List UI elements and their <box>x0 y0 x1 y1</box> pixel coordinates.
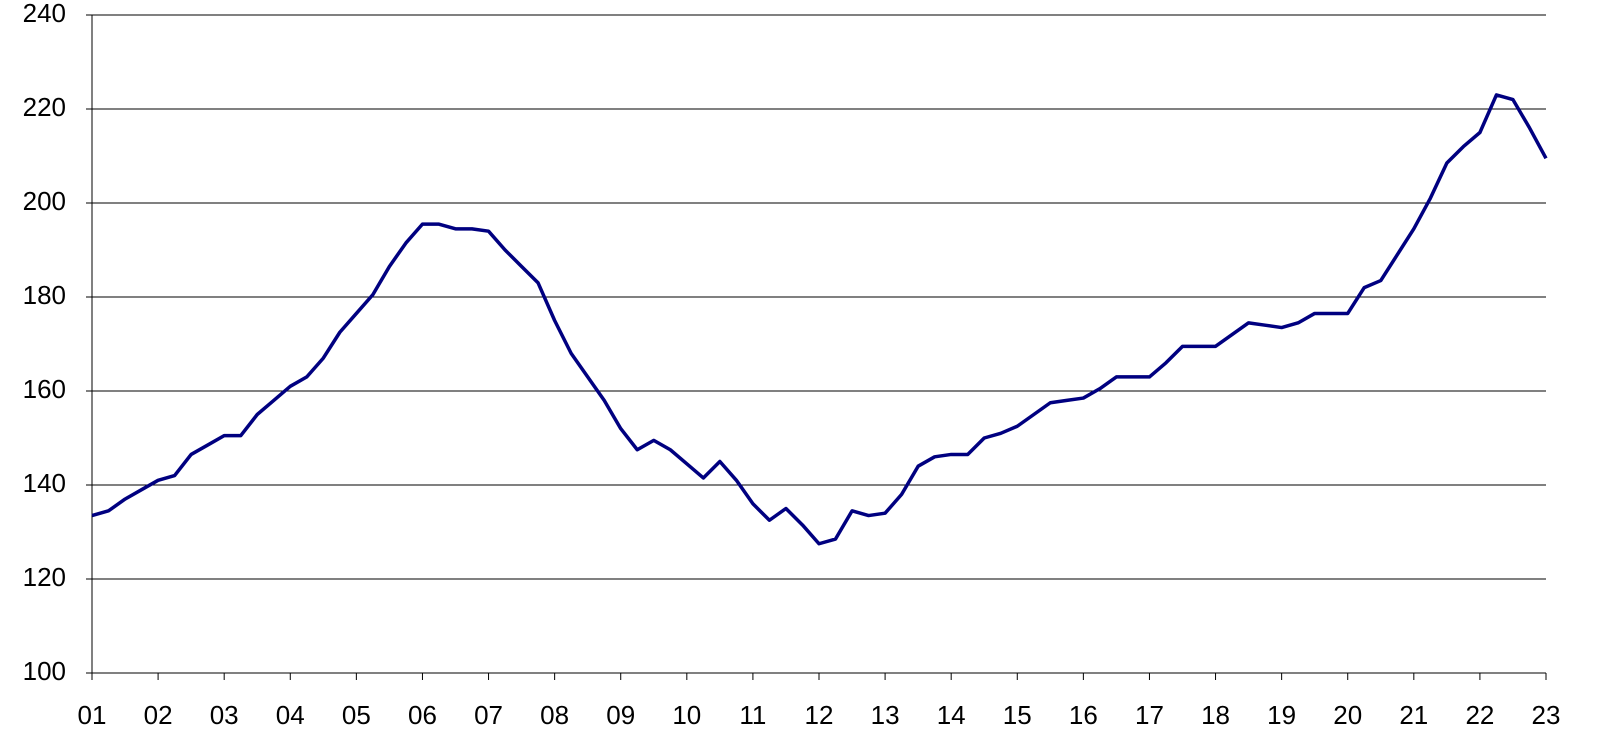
x-tick-label: 22 <box>1465 700 1494 730</box>
x-tick-label: 05 <box>342 700 371 730</box>
x-tick-label: 09 <box>606 700 635 730</box>
y-tick-label: 200 <box>23 186 66 216</box>
x-tick-label: 16 <box>1069 700 1098 730</box>
x-tick-label: 13 <box>871 700 900 730</box>
x-tick-label: 10 <box>672 700 701 730</box>
x-tick-label: 12 <box>805 700 834 730</box>
x-tick-label: 08 <box>540 700 569 730</box>
x-tick-label: 04 <box>276 700 305 730</box>
y-tick-label: 180 <box>23 280 66 310</box>
x-tick-label: 19 <box>1267 700 1296 730</box>
y-tick-label: 240 <box>23 0 66 28</box>
x-tick-label: 02 <box>144 700 173 730</box>
y-tick-label: 140 <box>23 468 66 498</box>
y-tick-label: 100 <box>23 656 66 686</box>
x-tick-label: 17 <box>1135 700 1164 730</box>
x-tick-label: 18 <box>1201 700 1230 730</box>
x-tick-label: 14 <box>937 700 966 730</box>
y-tick-label: 160 <box>23 374 66 404</box>
x-tick-label: 01 <box>78 700 107 730</box>
x-tick-label: 11 <box>739 700 766 730</box>
x-tick-label: 15 <box>1003 700 1032 730</box>
x-tick-label: 07 <box>474 700 503 730</box>
x-tick-label: 06 <box>408 700 437 730</box>
x-tick-label: 03 <box>210 700 239 730</box>
x-tick-label: 20 <box>1333 700 1362 730</box>
y-tick-label: 220 <box>23 92 66 122</box>
x-tick-label: 21 <box>1399 700 1428 730</box>
y-tick-label: 120 <box>23 562 66 592</box>
x-tick-label: 23 <box>1532 700 1561 730</box>
data-line <box>91 93 1548 546</box>
